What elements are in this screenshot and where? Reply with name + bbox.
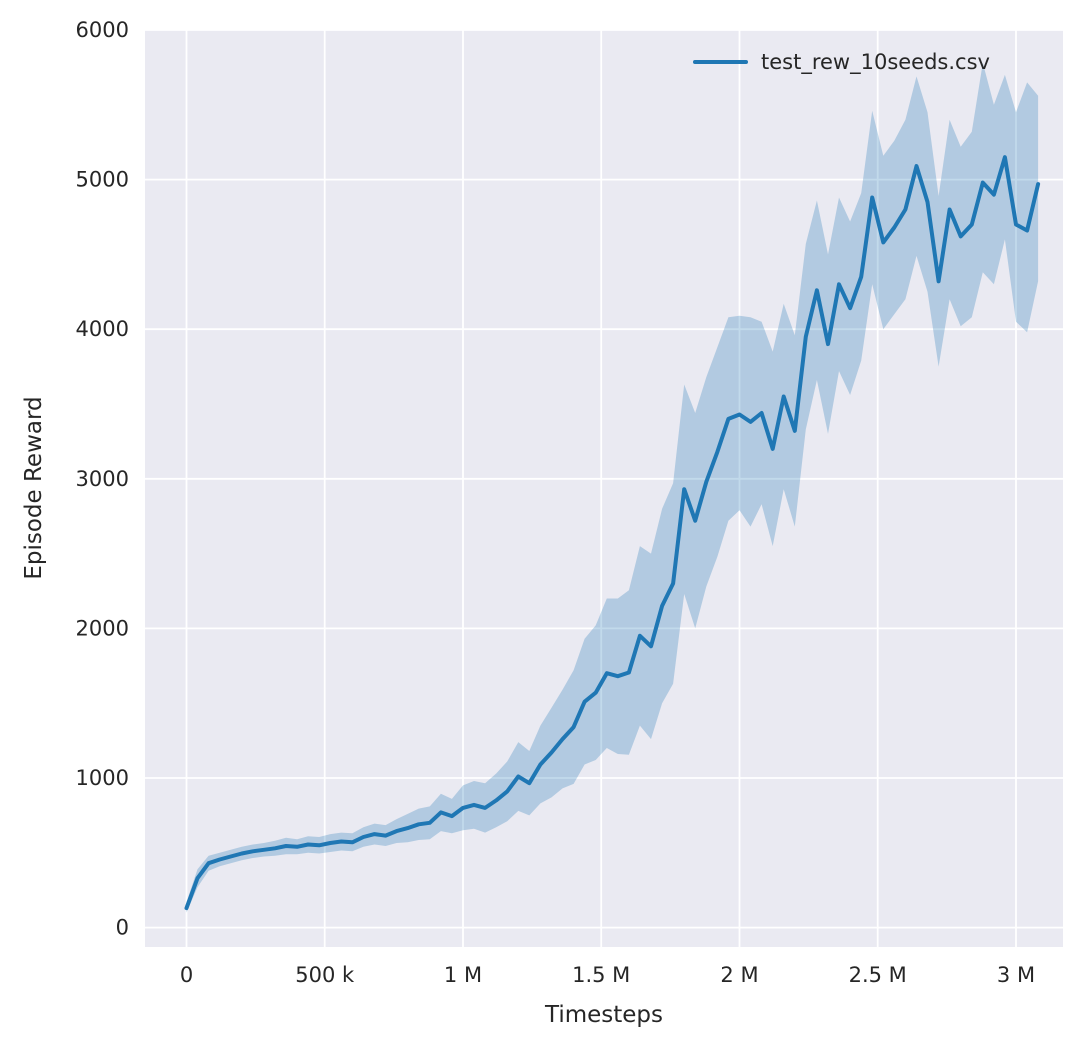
legend-line-sample	[693, 60, 748, 64]
y-tick-label: 3000	[76, 467, 129, 491]
plot-area	[145, 30, 1063, 947]
legend: test_rew_10seeds.csv	[693, 50, 990, 74]
x-tick-label: 500 k	[295, 963, 355, 987]
y-tick-label: 5000	[76, 168, 129, 192]
y-tick-label: 2000	[76, 616, 129, 640]
legend-label: test_rew_10seeds.csv	[761, 50, 990, 74]
y-tick-label: 0	[116, 916, 129, 940]
x-tick-label: 2 M	[720, 963, 758, 987]
y-tick-label: 1000	[76, 766, 129, 790]
y-tick-label: 6000	[76, 18, 129, 42]
y-tick-label: 4000	[76, 317, 129, 341]
x-tick-label: 3 M	[997, 963, 1035, 987]
x-tick-label: 1.5 M	[572, 963, 630, 987]
x-tick-label: 1 M	[444, 963, 482, 987]
y-axis-label: Episode Reward	[21, 396, 47, 580]
series-line	[184, 155, 1041, 911]
x-axis-label: Timesteps	[544, 1002, 664, 1028]
confidence-band	[186, 62, 1039, 913]
x-tick-label: 2.5 M	[849, 963, 907, 987]
x-tick-label: 0	[180, 963, 193, 987]
